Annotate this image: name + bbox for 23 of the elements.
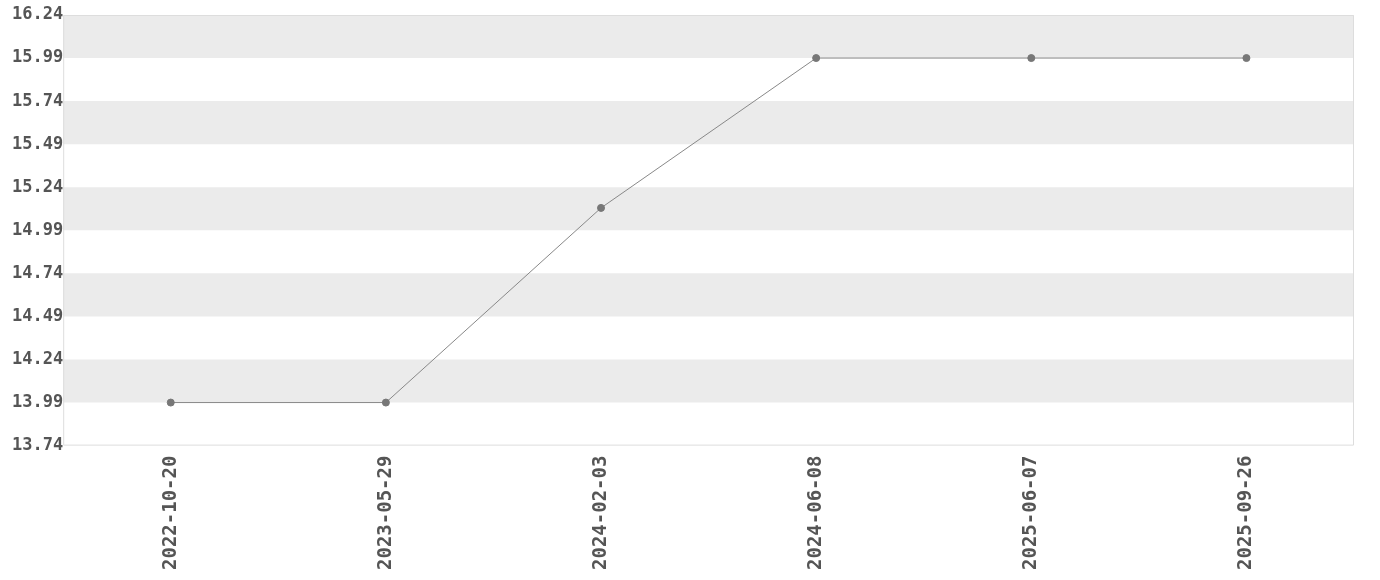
point — [1027, 54, 1036, 63]
y-tick-label: 15.49 — [11, 132, 64, 153]
x-tick-label: 2023-05-29 — [372, 455, 395, 570]
y-tick-label: 16.24 — [11, 3, 64, 24]
y-tick-label: 13.99 — [11, 390, 64, 411]
point — [812, 54, 821, 63]
y-tick-label: 15.24 — [11, 175, 64, 196]
x-tick-label: 2025-06-07 — [1018, 455, 1041, 570]
point — [1242, 54, 1251, 63]
x-tick-label: 2024-02-03 — [587, 455, 610, 570]
point — [166, 398, 175, 407]
y-tick-label: 14.49 — [11, 304, 64, 325]
y-tick-label: 14.74 — [11, 261, 64, 282]
x-tick-label: 2024-06-08 — [803, 455, 826, 570]
y-tick-label: 13.74 — [11, 434, 64, 455]
y-tick-label: 15.74 — [11, 89, 64, 110]
point — [597, 203, 606, 212]
y-tick-label: 14.24 — [11, 347, 64, 368]
x-tick-label: 2022-10-20 — [157, 455, 180, 570]
x-tick-label: 2025-09-26 — [1233, 455, 1256, 570]
point — [381, 398, 390, 407]
y-tick-label: 14.99 — [11, 218, 64, 239]
y-tick-label: 15.99 — [11, 46, 64, 67]
